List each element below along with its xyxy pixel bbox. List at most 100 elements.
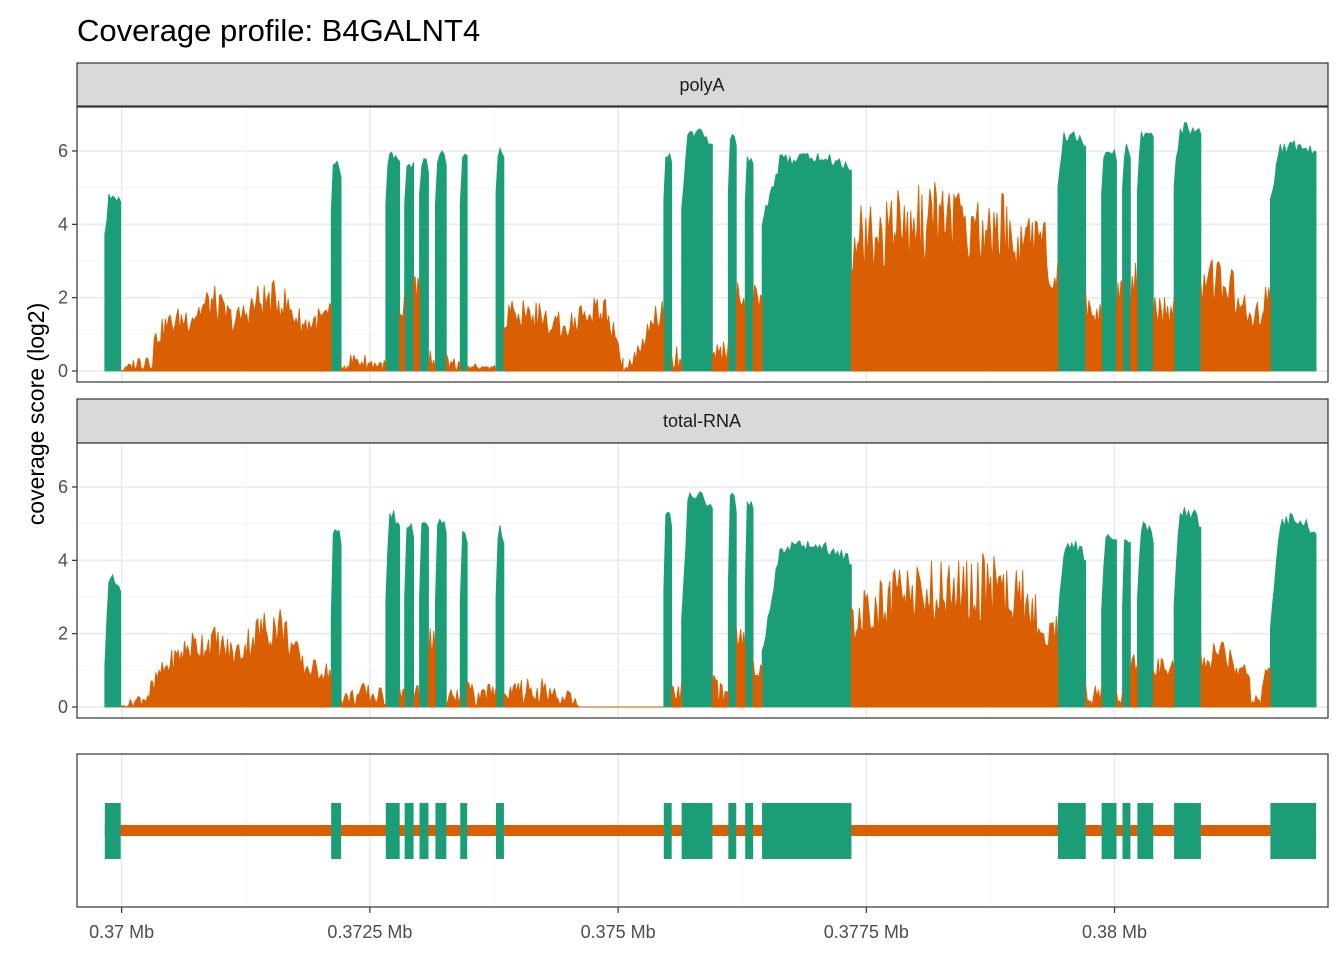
intron-coverage-area	[399, 688, 406, 708]
intron-coverage-area	[399, 293, 406, 372]
exon-box	[745, 803, 754, 859]
intron-coverage-area	[1116, 280, 1123, 372]
intron-coverage-area	[1152, 297, 1175, 372]
exon-box	[1137, 803, 1154, 859]
intron-coverage-area	[711, 341, 729, 372]
exon-coverage-block	[459, 153, 468, 372]
strip-total-RNA	[76, 398, 1329, 444]
exon-coverage-block	[330, 160, 342, 372]
gene-model-panel	[76, 753, 1329, 908]
x-axis: 0.37 Mb 0.3725 Mb 0.375 Mb 0.3775 Mb 0.38 Mb	[89, 907, 1147, 942]
exon-coverage-block	[1137, 521, 1154, 708]
intron-coverage-area	[413, 684, 420, 708]
exon-coverage-block	[330, 528, 342, 708]
exon-coverage-block	[1173, 507, 1202, 708]
exon-box	[495, 803, 504, 859]
exon-box	[435, 803, 447, 859]
panel-polyA: polyA 0 2 4 6	[58, 62, 1329, 383]
plot-border-polyA	[76, 106, 1329, 383]
exon-box	[385, 803, 400, 859]
exon-coverage-block	[1173, 122, 1202, 372]
exon-coverage-block	[744, 500, 754, 708]
intron-coverage-area	[711, 674, 729, 708]
intron-coverage-area	[340, 354, 387, 372]
intron-coverage-area	[120, 279, 332, 372]
x-tick-label: 0.375 Mb	[581, 922, 656, 942]
exon-coverage-block	[404, 522, 414, 708]
exon-coverage-block	[727, 133, 737, 372]
exon-coverage-block	[663, 152, 673, 372]
intron-coverage-area	[1085, 292, 1103, 372]
exon-coverage-block	[1057, 540, 1087, 708]
exon-box	[1101, 803, 1117, 859]
exon-coverage-block	[385, 151, 401, 372]
exon-coverage-block	[1137, 131, 1154, 372]
y-tick-label: 6	[58, 141, 68, 161]
y-axis-total-RNA: 0 2 4 6	[58, 477, 77, 717]
intron-coverage-area	[671, 346, 683, 372]
coverage-total-RNA	[104, 491, 1317, 708]
intron-coverage-area	[1116, 690, 1123, 708]
plot-border-total-RNA	[76, 442, 1329, 719]
intron-coverage-area	[850, 181, 1059, 372]
intron-coverage-area	[1085, 685, 1103, 708]
y-tick-label: 2	[58, 288, 68, 308]
exon-coverage-block	[761, 540, 852, 708]
gene-model	[104, 803, 1317, 859]
intron-coverage-area	[1152, 658, 1175, 708]
intron-coverage-area	[503, 298, 624, 372]
exon-coverage-block	[435, 150, 447, 372]
exon-box	[663, 803, 672, 859]
chart-title: Coverage profile: B4GALNT4	[77, 13, 480, 48]
x-tick-label: 0.3725 Mb	[327, 922, 412, 942]
exon-coverage-block	[419, 158, 429, 372]
exon-box	[1057, 803, 1086, 859]
intron-coverage-area	[340, 682, 387, 708]
y-axis-label: coverage score (log2)	[23, 303, 49, 525]
exon-coverage-block	[1270, 512, 1317, 708]
y-tick-label: 0	[58, 361, 68, 381]
exon-coverage-block	[495, 525, 505, 708]
intron-coverage-area	[428, 628, 436, 708]
exon-box	[104, 803, 121, 859]
intron-coverage-area	[466, 681, 497, 708]
exon-coverage-block	[404, 162, 414, 372]
strip-polyA	[76, 62, 1329, 107]
intron-coverage-area	[413, 276, 420, 372]
intron-coverage-area	[671, 681, 683, 708]
exon-coverage-block	[1101, 148, 1117, 372]
exon-box	[460, 803, 468, 859]
strip-label-polyA: polyA	[679, 75, 724, 95]
exon-box	[419, 803, 429, 859]
y-tick-label: 0	[58, 697, 68, 717]
exon-box	[1122, 803, 1131, 859]
intron-coverage-area	[428, 350, 436, 372]
exon-coverage-block	[435, 518, 447, 708]
exon-box	[1174, 803, 1201, 859]
exon-box	[681, 803, 713, 859]
y-axis-polyA: 0 2 4 6	[58, 141, 77, 381]
exon-box	[728, 803, 737, 859]
coverage-polyA	[104, 122, 1317, 372]
plot-border-gene-model	[76, 753, 1329, 908]
exon-coverage-block	[663, 511, 673, 708]
exon-coverage-block	[419, 521, 429, 708]
intron-coverage-area	[1129, 654, 1138, 708]
intron-coverage-area	[850, 552, 1059, 708]
x-tick-label: 0.3775 Mb	[824, 922, 909, 942]
exon-coverage-block	[1101, 533, 1117, 708]
exon-coverage-block	[1057, 130, 1087, 372]
intron-coverage-area	[622, 300, 665, 372]
exon-coverage-block	[1122, 143, 1131, 372]
exon-coverage-block	[681, 128, 713, 372]
intron-coverage-area	[445, 353, 461, 372]
x-tick-label: 0.37 Mb	[89, 922, 154, 942]
exon-box	[1270, 803, 1317, 859]
intron-coverage-area	[120, 609, 332, 708]
y-tick-label: 4	[58, 550, 68, 570]
exon-coverage-block	[761, 152, 852, 372]
intron-coverage-area	[752, 659, 763, 708]
intron-coverage-area	[1200, 259, 1271, 372]
exon-coverage-block	[1270, 139, 1317, 372]
